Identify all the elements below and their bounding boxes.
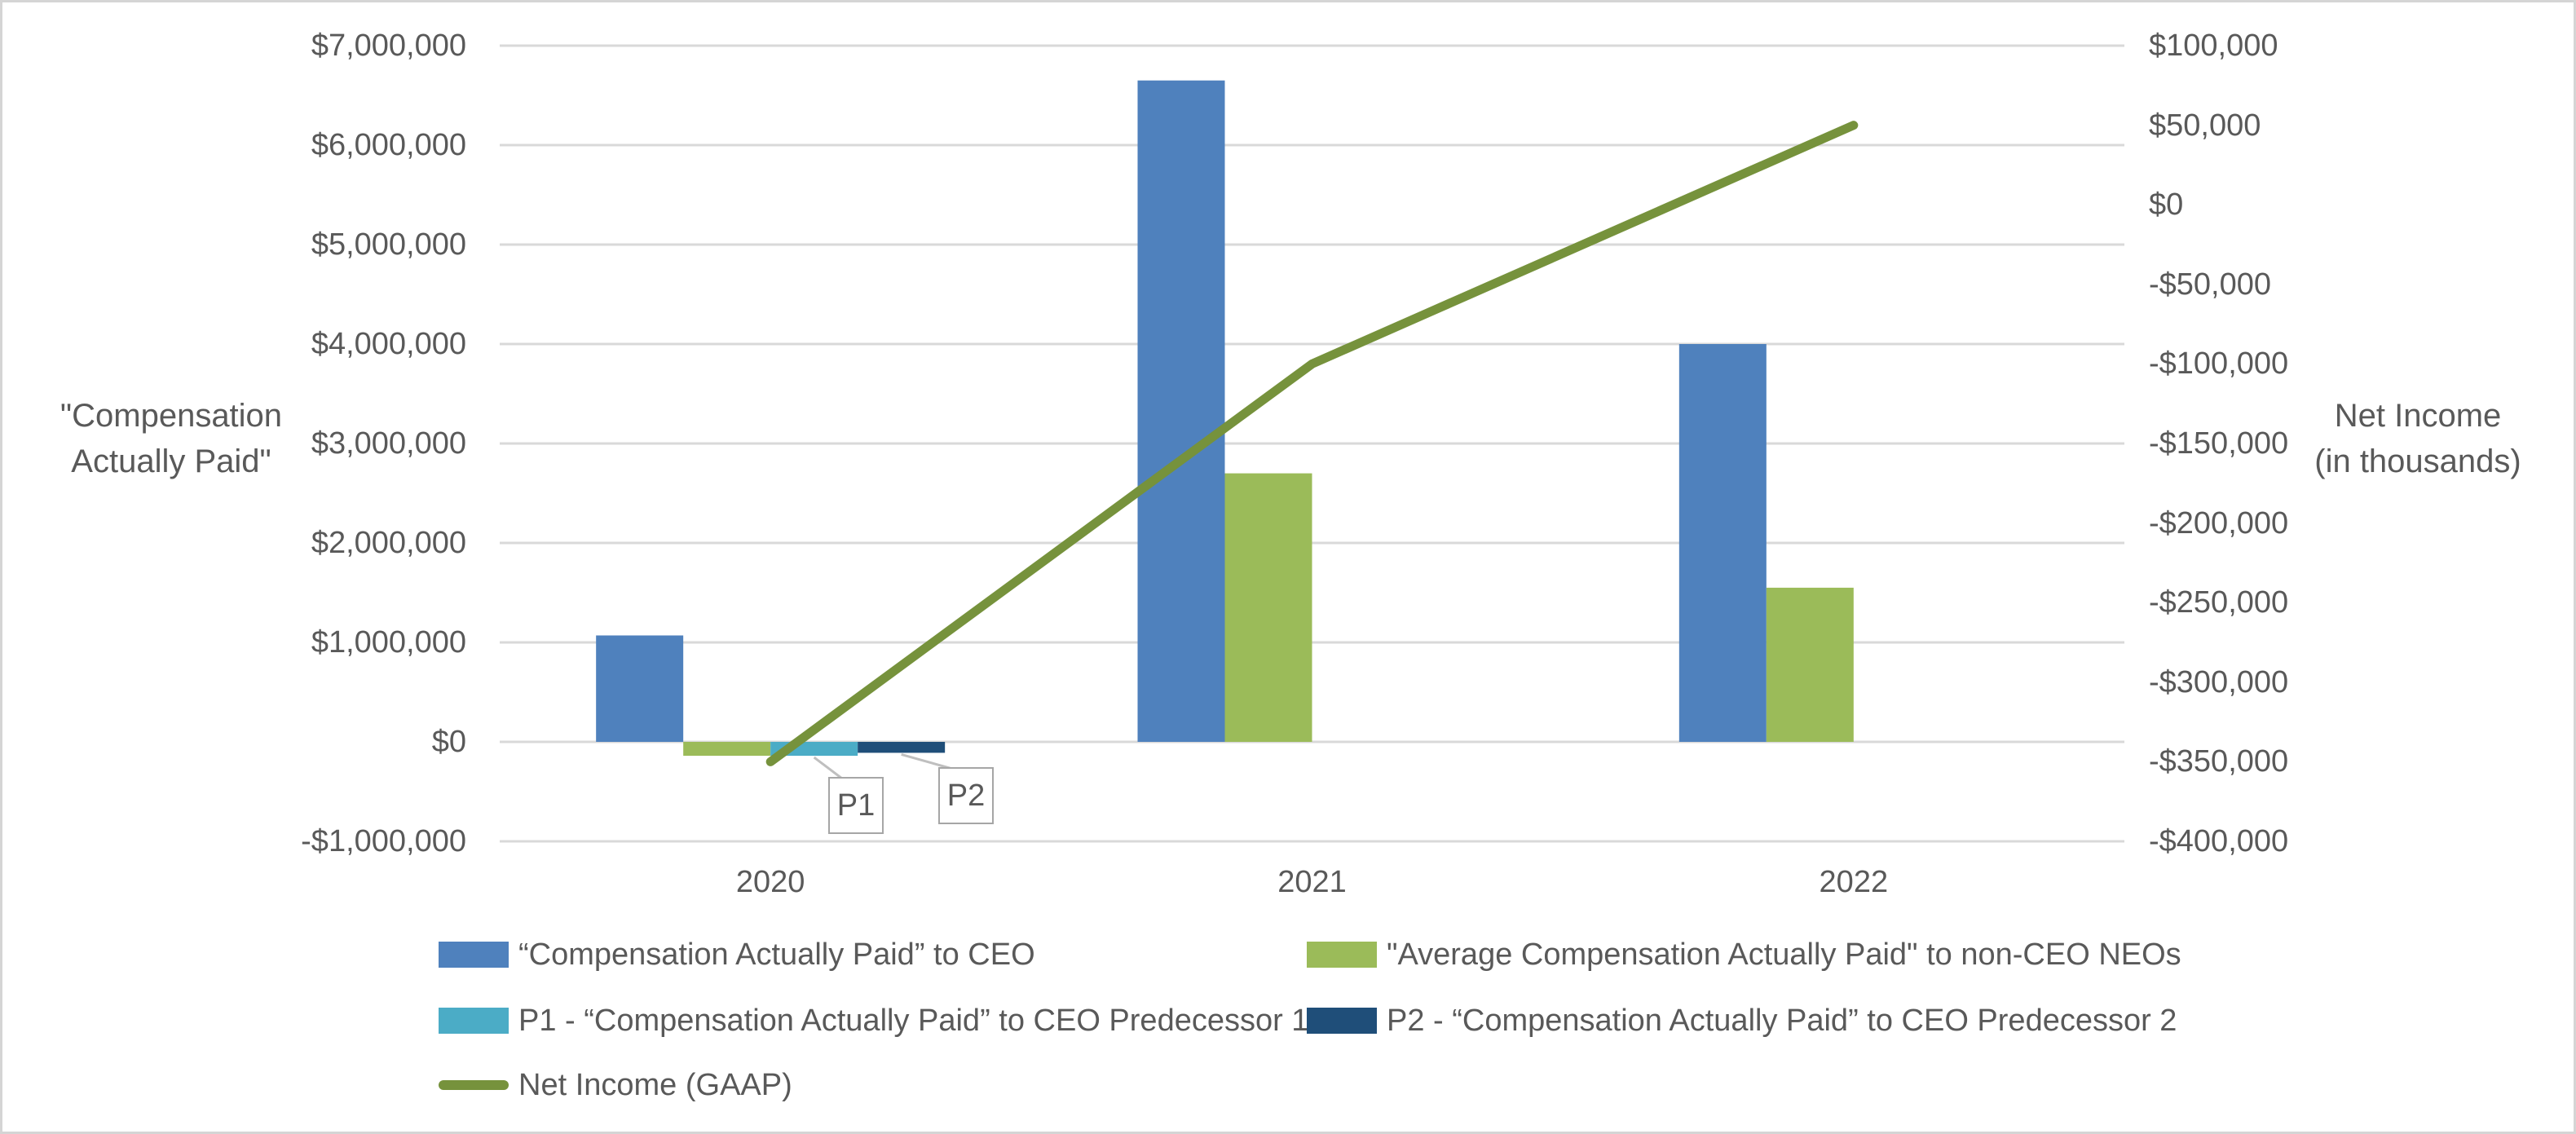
legend-swatch-net-income — [439, 1080, 509, 1090]
left-axis-tick-label: $5,000,000 — [311, 227, 466, 262]
left-axis-tick-label: $3,000,000 — [311, 426, 466, 461]
x-axis-label-2020: 2020 — [735, 865, 805, 899]
left-axis-tick-label: $7,000,000 — [311, 29, 466, 63]
net-income-line — [765, 121, 1859, 766]
bar-series0-2020 — [596, 635, 684, 742]
left-axis-tick-label: -$1,000,000 — [301, 824, 466, 858]
callout-leader-p2 — [901, 752, 953, 770]
bar-series0-2022 — [1678, 344, 1767, 742]
legend-item-net-income: Net Income (GAAP) — [439, 1069, 792, 1101]
left-axis-title: "Compensation Actually Paid" — [60, 398, 283, 479]
right-axis-tick-label: -$400,000 — [2149, 824, 2289, 858]
legend-swatch-p1 — [439, 1008, 509, 1034]
right-axis-tick-label: -$250,000 — [2149, 585, 2289, 620]
legend-label-net-income: Net Income (GAAP) — [518, 1068, 792, 1102]
left-axis-tick-label: $2,000,000 — [311, 526, 466, 560]
legend-swatch-non-ceo-neos — [1307, 942, 1377, 968]
bar-series1-2022 — [1766, 587, 1854, 742]
legend-item-p1: P1 - “Compensation Actually Paid” to CEO… — [439, 1004, 1308, 1037]
left-axis-tick-label: $4,000,000 — [311, 327, 466, 361]
legend-label-ceo: “Compensation Actually Paid” to CEO — [518, 938, 1035, 972]
right-axis-tick-label: -$100,000 — [2149, 346, 2289, 382]
right-axis-tick-label: -$350,000 — [2149, 744, 2289, 779]
right-axis-tick-label: -$50,000 — [2149, 267, 2272, 302]
left-axis-tick-label: $0 — [431, 725, 466, 759]
callout-leader-p1 — [813, 756, 843, 780]
bar-series1-2021 — [1224, 473, 1312, 742]
callout-p2: P2 — [938, 767, 994, 824]
right-axis-tick-label: -$300,000 — [2149, 664, 2289, 699]
legend-item-ceo: “Compensation Actually Paid” to CEO — [439, 938, 1035, 971]
callout-p1: P1 — [828, 777, 884, 834]
x-axis-label-2022: 2022 — [1819, 865, 1889, 899]
right-axis-title: Net Income (in thousands) — [2314, 398, 2521, 479]
bar-series1-2020 — [683, 742, 771, 757]
legend-swatch-ceo — [439, 942, 509, 968]
legend-swatch-p2 — [1307, 1008, 1377, 1034]
right-axis-tick-label: $50,000 — [2149, 108, 2261, 143]
legend-item-non-ceo-neos: "Average Compensation Actually Paid" to … — [1307, 938, 2181, 971]
legend-label-p2: P2 - “Compensation Actually Paid” to CEO… — [1387, 1004, 2177, 1038]
right-axis-tick-label: $0 — [2149, 188, 2184, 223]
right-axis-tick-label: -$200,000 — [2149, 505, 2289, 541]
legend-item-p2: P2 - “Compensation Actually Paid” to CEO… — [1307, 1004, 2177, 1037]
bar-series0-2021 — [1137, 80, 1225, 742]
legend-label-p1: P1 - “Compensation Actually Paid” to CEO… — [518, 1004, 1309, 1038]
right-axis-tick-label: $100,000 — [2149, 29, 2278, 63]
legend-label-non-ceo-neos: "Average Compensation Actually Paid" to … — [1387, 938, 2181, 972]
x-axis-label-2021: 2021 — [1277, 865, 1347, 899]
left-axis-tick-label: $6,000,000 — [311, 128, 466, 162]
left-axis-tick-label: $1,000,000 — [311, 625, 466, 660]
right-axis-tick-label: -$150,000 — [2149, 426, 2289, 461]
bar-series3-2020 — [858, 742, 946, 753]
